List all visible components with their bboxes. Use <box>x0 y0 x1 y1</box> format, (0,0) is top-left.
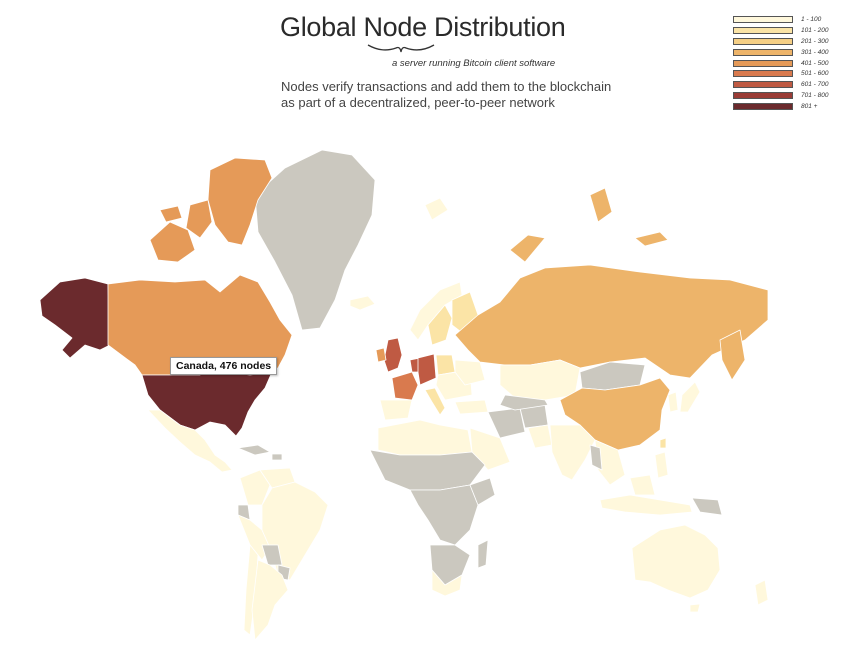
description-line-2: as part of a decentralized, peer-to-peer… <box>281 95 555 110</box>
region-borneo[interactable] <box>629 474 656 496</box>
legend-item: 601 - 700 <box>733 79 828 90</box>
legend-item: 101 - 200 <box>733 25 828 36</box>
region-spain[interactable] <box>379 399 413 421</box>
legend-item: 201 - 300 <box>733 36 828 47</box>
legend-label: 701 - 800 <box>801 92 829 100</box>
legend-label: 301 - 400 <box>801 48 829 56</box>
region-canada-arctic-baffin[interactable] <box>207 157 273 246</box>
region-argentina[interactable] <box>251 559 289 641</box>
region-hispaniola[interactable] <box>271 453 283 461</box>
region-canada-arctic-west[interactable] <box>149 221 196 263</box>
region-philippines[interactable] <box>654 451 669 479</box>
region-australia[interactable] <box>631 524 721 599</box>
region-colombia[interactable] <box>239 469 271 506</box>
region-sahel[interactable] <box>369 449 486 491</box>
region-france[interactable] <box>391 371 419 401</box>
region-sweden[interactable] <box>427 304 453 346</box>
region-alaska[interactable] <box>39 277 111 359</box>
region-poland[interactable] <box>435 354 456 376</box>
region-italy[interactable] <box>424 387 446 416</box>
region-ireland[interactable] <box>375 347 387 363</box>
region-turkey[interactable] <box>454 399 489 415</box>
region-tasmania[interactable] <box>689 603 701 613</box>
legend-label: 401 - 500 <box>801 59 829 67</box>
legend-swatch <box>733 15 793 23</box>
region-greenland[interactable] <box>254 149 376 331</box>
region-korea[interactable] <box>667 391 679 413</box>
region-central-asia[interactable] <box>499 394 549 411</box>
legend-label: 601 - 700 <box>801 81 829 89</box>
legend-swatch <box>733 26 793 34</box>
region-south-africa[interactable] <box>431 569 463 597</box>
legend-item: 1 - 100 <box>733 14 828 25</box>
map-title: Global Node Distribution <box>280 12 566 42</box>
legend-label: 1 - 100 <box>801 15 822 23</box>
region-uk[interactable] <box>383 337 403 373</box>
region-madagascar[interactable] <box>477 539 489 569</box>
legend-item: 501 - 600 <box>733 68 828 79</box>
region-chile[interactable] <box>243 544 259 636</box>
legend-item: 301 - 400 <box>733 47 828 58</box>
region-iran[interactable] <box>487 407 526 439</box>
legend-swatch <box>733 70 793 78</box>
region-russia-arctic[interactable] <box>634 231 669 247</box>
region-taiwan[interactable] <box>659 437 667 449</box>
legend-swatch <box>733 81 793 89</box>
region-canada-arctic-small[interactable] <box>159 205 183 223</box>
legend-item: 701 - 800 <box>733 90 828 101</box>
region-pakistan[interactable] <box>527 424 553 449</box>
legend-swatch <box>733 92 793 100</box>
region-ukraine[interactable] <box>454 359 486 386</box>
region-usa[interactable] <box>141 364 273 437</box>
legend-label: 501 - 600 <box>801 70 829 78</box>
world-map <box>39 149 769 641</box>
region-japan[interactable] <box>679 381 701 413</box>
region-myanmar[interactable] <box>589 444 603 471</box>
title-flourish <box>367 44 435 53</box>
region-severnaya[interactable] <box>589 187 613 223</box>
region-kazakhstan[interactable] <box>499 359 581 401</box>
region-russia-far-east[interactable] <box>719 329 746 381</box>
region-canada-arctic-mid[interactable] <box>185 199 213 239</box>
map-description: Nodes verify transactions and add them t… <box>281 79 641 111</box>
legend: 1 - 100 101 - 200 201 - 300 301 - 400 40… <box>733 14 828 112</box>
region-russia[interactable] <box>454 264 769 379</box>
legend-label: 201 - 300 <box>801 37 829 45</box>
legend-item: 401 - 500 <box>733 58 828 69</box>
region-cuba[interactable] <box>237 444 271 456</box>
region-east-africa[interactable] <box>469 477 496 506</box>
region-central-africa[interactable] <box>409 484 479 546</box>
region-novaya-zemlya[interactable] <box>509 234 546 263</box>
map-tooltip: Canada, 476 nodes <box>170 357 278 375</box>
legend-label: 801 + <box>801 103 818 111</box>
legend-swatch <box>733 59 793 67</box>
legend-item: 801 + <box>733 101 828 112</box>
legend-label: 101 - 200 <box>801 26 829 34</box>
region-norway[interactable] <box>409 281 463 341</box>
description-line-1: Nodes verify transactions and add them t… <box>281 79 612 94</box>
region-indonesia[interactable] <box>599 494 693 516</box>
region-papua[interactable] <box>691 497 723 516</box>
map-subtitle: a server running Bitcoin client software <box>392 58 556 69</box>
region-north-africa[interactable] <box>377 419 473 456</box>
region-new-zealand[interactable] <box>754 579 769 606</box>
region-bolivia[interactable] <box>261 544 283 566</box>
region-iceland[interactable] <box>349 295 376 311</box>
region-mexico[interactable] <box>147 409 233 473</box>
legend-swatch <box>733 103 793 111</box>
region-germany[interactable] <box>417 353 437 386</box>
legend-swatch <box>733 37 793 45</box>
legend-swatch <box>733 48 793 56</box>
region-india[interactable] <box>549 424 596 481</box>
region-svalbard[interactable] <box>424 197 449 221</box>
